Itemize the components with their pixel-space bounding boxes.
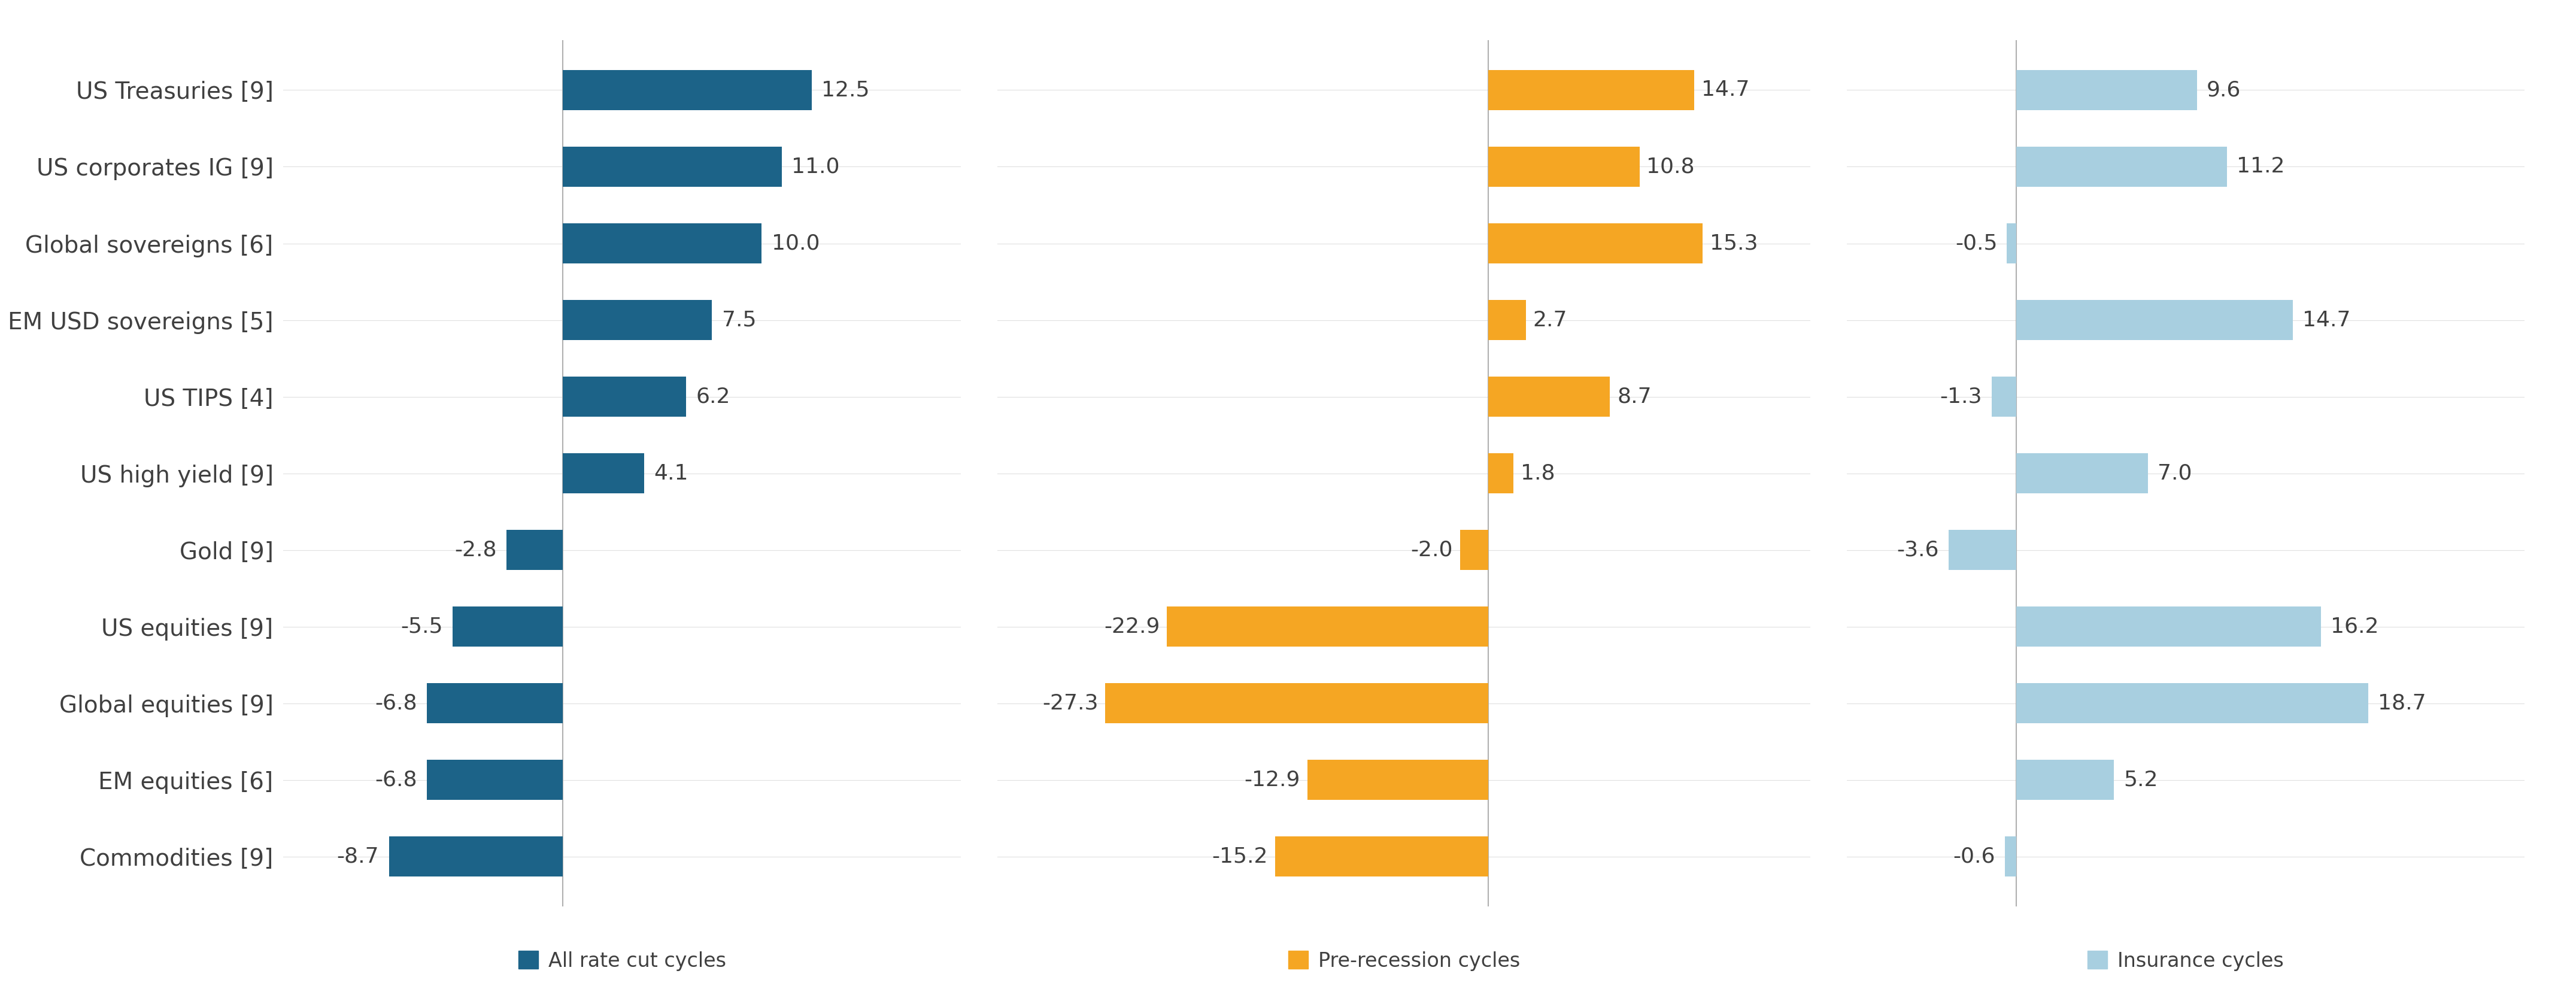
Text: 1.8: 1.8 <box>1520 463 1556 483</box>
Bar <box>562 300 711 340</box>
Bar <box>1461 530 1489 570</box>
Text: 12.5: 12.5 <box>822 80 871 101</box>
Bar <box>1489 300 1525 340</box>
Text: -12.9: -12.9 <box>1244 769 1301 790</box>
Bar <box>1489 224 1703 263</box>
Text: 18.7: 18.7 <box>2378 693 2427 713</box>
Bar <box>1489 453 1512 493</box>
Text: 11.2: 11.2 <box>2236 156 2285 177</box>
Bar <box>2017 684 2367 723</box>
Text: -22.9: -22.9 <box>1105 616 1159 636</box>
Bar <box>2017 70 2197 110</box>
Bar <box>389 837 562 876</box>
Text: -5.5: -5.5 <box>402 616 443 636</box>
Text: -1.3: -1.3 <box>1940 387 1984 407</box>
Text: 16.2: 16.2 <box>2331 616 2378 636</box>
Bar <box>2007 224 2017 263</box>
Bar <box>1489 377 1610 417</box>
Legend: Pre-recession cycles: Pre-recession cycles <box>1288 951 1520 971</box>
Legend: Insurance cycles: Insurance cycles <box>2087 951 2285 971</box>
Bar <box>453 606 562 646</box>
Text: 9.6: 9.6 <box>2205 80 2241 101</box>
Text: 7.0: 7.0 <box>2156 463 2192 483</box>
Text: -0.5: -0.5 <box>1955 234 1996 254</box>
Text: -27.3: -27.3 <box>1043 693 1097 713</box>
Bar <box>1489 70 1695 110</box>
Bar <box>2017 300 2293 340</box>
Text: -2.0: -2.0 <box>1412 540 1453 560</box>
Text: 10.8: 10.8 <box>1646 156 1695 177</box>
Bar <box>1167 606 1489 646</box>
Bar <box>562 70 811 110</box>
Text: 14.7: 14.7 <box>1700 80 1749 101</box>
Text: 4.1: 4.1 <box>654 463 688 483</box>
Bar <box>1947 530 2017 570</box>
Bar <box>2017 147 2228 186</box>
Text: -8.7: -8.7 <box>337 846 379 867</box>
Text: 8.7: 8.7 <box>1618 387 1651 407</box>
Text: -6.8: -6.8 <box>374 693 417 713</box>
Text: -6.8: -6.8 <box>374 769 417 790</box>
Bar <box>562 453 644 493</box>
Bar <box>562 377 685 417</box>
Bar <box>1489 147 1638 186</box>
Bar <box>1275 837 1489 876</box>
Text: 6.2: 6.2 <box>696 387 732 407</box>
Bar <box>1991 377 2017 417</box>
Bar <box>562 224 762 263</box>
Bar <box>2017 606 2321 646</box>
Text: -15.2: -15.2 <box>1211 846 1267 867</box>
Bar <box>1306 760 1489 800</box>
Bar <box>1105 684 1489 723</box>
Bar <box>2017 760 2115 800</box>
Text: -0.6: -0.6 <box>1953 846 1996 867</box>
Bar <box>428 684 562 723</box>
Bar <box>507 530 562 570</box>
Bar <box>428 760 562 800</box>
Text: 10.0: 10.0 <box>773 234 819 254</box>
Bar <box>2004 837 2017 876</box>
Bar <box>562 147 781 186</box>
Text: 14.7: 14.7 <box>2303 310 2349 330</box>
Bar <box>2017 453 2148 493</box>
Text: -3.6: -3.6 <box>1896 540 1940 560</box>
Text: -2.8: -2.8 <box>453 540 497 560</box>
Text: 7.5: 7.5 <box>721 310 757 330</box>
Text: 11.0: 11.0 <box>791 156 840 177</box>
Legend: All rate cut cycles: All rate cut cycles <box>518 951 726 971</box>
Text: 15.3: 15.3 <box>1710 234 1757 254</box>
Text: 5.2: 5.2 <box>2123 769 2159 790</box>
Text: 2.7: 2.7 <box>1533 310 1566 330</box>
